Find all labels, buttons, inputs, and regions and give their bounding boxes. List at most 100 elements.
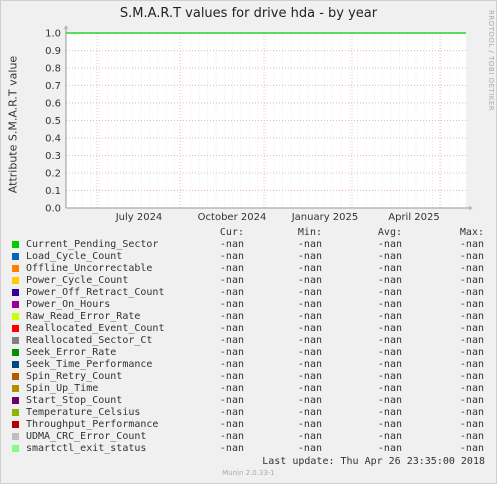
value-cur: -nan: [219, 239, 244, 250]
legend-swatch: [12, 433, 19, 440]
legend-header: Cur: Min: Avg: Max:: [12, 227, 486, 239]
value-min: -nan: [297, 383, 322, 394]
legend-row: Current_Pending_Sector -nan -nan -nan -nan: [12, 239, 486, 251]
value-cur: -nan: [219, 275, 244, 286]
legend-series-name: Power_Off_Retract_Count: [26, 287, 165, 298]
legend-series-name: Seek_Time_Performance: [26, 359, 153, 370]
legend-series-name: UDMA_CRC_Error_Count: [26, 431, 147, 442]
value-max: -nan: [459, 383, 484, 394]
value-min: -nan: [297, 299, 322, 310]
plot-area: 1.0 0.9 0.8 0.7 0.6 0.5 0.4 0.3 0.2 0.1 0.0 July 20…: [45, 25, 473, 223]
value-max: -nan: [459, 419, 484, 430]
value-max: -nan: [459, 287, 484, 298]
legend-row: UDMA_CRC_Error_Count -nan -nan -nan -nan: [12, 431, 486, 443]
legend-swatch: [12, 445, 19, 452]
value-max: -nan: [459, 323, 484, 334]
legend-series-name: Throughput_Performance: [26, 419, 159, 430]
legend: Cur: Min: Avg: Max: Current_Pending_Sect…: [12, 227, 486, 455]
value-cur: -nan: [219, 407, 244, 418]
value-avg: -nan: [377, 431, 402, 442]
legend-row: smartctl_exit_status -nan -nan -nan -nan: [12, 443, 486, 455]
value-cur: -nan: [219, 311, 244, 322]
value-avg: -nan: [377, 251, 402, 262]
y-tick-label: 1.0: [45, 29, 61, 40]
value-cur: -nan: [219, 347, 244, 358]
y-tick-label: 0.7: [45, 81, 61, 92]
value-max: -nan: [459, 275, 484, 286]
value-avg: -nan: [377, 347, 402, 358]
legend-swatch: [12, 313, 19, 320]
legend-row: Power_On_Hours -nan -nan -nan -nan: [12, 299, 486, 311]
value-min: -nan: [297, 287, 322, 298]
legend-row: Temperature_Celsius -nan -nan -nan -nan: [12, 407, 486, 419]
value-min: -nan: [297, 407, 322, 418]
value-max: -nan: [459, 347, 484, 358]
legend-swatch: [12, 337, 19, 344]
x-tick-label: July 2024: [115, 212, 163, 223]
y-tick-label: 0.0: [45, 204, 61, 215]
x-tick-label: April 2025: [388, 212, 439, 223]
legend-swatch: [12, 421, 19, 428]
value-avg: -nan: [377, 239, 402, 250]
legend-row: Load_Cycle_Count -nan -nan -nan -nan: [12, 251, 486, 263]
legend-row: Raw_Read_Error_Rate -nan -nan -nan -nan: [12, 311, 486, 323]
value-cur: -nan: [219, 419, 244, 430]
value-avg: -nan: [377, 383, 402, 394]
value-cur: -nan: [219, 323, 244, 334]
value-cur: -nan: [219, 335, 244, 346]
value-min: -nan: [297, 443, 322, 454]
y-tick-label: 0.6: [45, 99, 61, 110]
value-avg: -nan: [377, 419, 402, 430]
legend-swatch: [12, 265, 19, 272]
value-cur: -nan: [219, 251, 244, 262]
value-max: -nan: [459, 299, 484, 310]
legend-swatch: [12, 361, 19, 368]
rrdtool-watermark: RRDTOOL / TOBI OETIKER: [487, 10, 495, 112]
legend-row: Reallocated_Event_Count -nan -nan -nan -nan: [12, 323, 486, 335]
legend-series-name: Reallocated_Sector_Ct: [26, 335, 153, 346]
legend-series-name: Load_Cycle_Count: [26, 251, 123, 262]
legend-series-name: Start_Stop_Count: [26, 395, 123, 406]
x-tick-label: January 2025: [291, 212, 359, 223]
legend-row: Power_Off_Retract_Count -nan -nan -nan -nan: [12, 287, 486, 299]
y-tick-label: 0.3: [45, 151, 61, 162]
legend-swatch: [12, 385, 19, 392]
legend-series-name: Offline_Uncorrectable: [26, 263, 153, 274]
value-min: -nan: [297, 431, 322, 442]
legend-row: Start_Stop_Count -nan -nan -nan -nan: [12, 395, 486, 407]
value-min: -nan: [297, 359, 322, 370]
value-min: -nan: [297, 419, 322, 430]
legend-series-name: Current_Pending_Sector: [26, 239, 159, 250]
y-axis-arrow: [63, 25, 69, 29]
value-max: -nan: [459, 335, 484, 346]
value-cur: -nan: [219, 431, 244, 442]
value-cur: -nan: [219, 263, 244, 274]
value-min: -nan: [297, 311, 322, 322]
y-tick-label: 0.8: [45, 64, 61, 75]
legend-swatch: [12, 289, 19, 296]
legend-row: Reallocated_Sector_Ct -nan -nan -nan -nan: [12, 335, 486, 347]
header-min: Min:: [297, 227, 322, 238]
value-avg: -nan: [377, 371, 402, 382]
value-max: -nan: [459, 311, 484, 322]
value-avg: -nan: [377, 323, 402, 334]
legend-row: Power_Cycle_Count -nan -nan -nan -nan: [12, 275, 486, 287]
legend-row: Seek_Error_Rate -nan -nan -nan -nan: [12, 347, 486, 359]
legend-series-name: Spin_Up_Time: [26, 383, 99, 394]
value-max: -nan: [459, 263, 484, 274]
y-tick-label: 0.1: [45, 186, 61, 197]
chart-title: S.M.A.R.T values for drive hda - by year: [119, 6, 378, 21]
value-avg: -nan: [377, 395, 402, 406]
legend-row: Offline_Uncorrectable -nan -nan -nan -nan: [12, 263, 486, 275]
y-tick-label: 0.4: [45, 134, 61, 145]
value-min: -nan: [297, 371, 322, 382]
legend-series-name: Power_On_Hours: [26, 299, 111, 310]
value-min: -nan: [297, 323, 322, 334]
value-cur: -nan: [219, 371, 244, 382]
value-cur: -nan: [219, 443, 244, 454]
legend-series-name: Power_Cycle_Count: [26, 275, 129, 286]
value-max: -nan: [459, 395, 484, 406]
value-max: -nan: [459, 407, 484, 418]
value-cur: -nan: [219, 299, 244, 310]
value-max: -nan: [459, 371, 484, 382]
